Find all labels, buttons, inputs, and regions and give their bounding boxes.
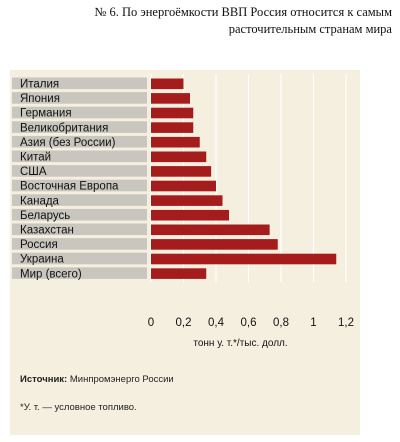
category-label: Канада [20, 195, 60, 207]
bar [151, 268, 207, 279]
bar [151, 151, 207, 163]
bar [151, 93, 190, 104]
bar [151, 136, 200, 148]
category-label: Япония [20, 93, 60, 105]
category-label: Германия [20, 108, 72, 120]
category-label-bg [12, 165, 147, 177]
category-label: Восточная Европа [20, 181, 119, 193]
category-label: Италия [20, 79, 59, 91]
chart-title-line-2: расточительным странам мира [228, 22, 392, 36]
source-note: Источник: Минпромэнерго России [20, 374, 340, 385]
category-label-bg [12, 223, 147, 236]
x-tick-label: 0,2 [176, 317, 192, 329]
category-label: Казахстан [20, 225, 74, 237]
category-label: Мир (всего) [20, 268, 82, 280]
x-axis-label: тонн у. т.*/тыс. долл. [193, 338, 287, 349]
category-label-bg [12, 194, 147, 206]
category-label-bg [12, 106, 147, 119]
category-label: Беларусь [20, 210, 70, 222]
bar [151, 122, 194, 133]
chart-title: № 6. По энергоёмкости ВВП Россия относит… [60, 4, 392, 38]
category-label-bg [12, 252, 147, 265]
category-label-bg [12, 121, 147, 133]
category-label: Великобритания [20, 122, 108, 134]
bar [151, 253, 337, 265]
source-value: Минпромэнерго России [67, 374, 174, 385]
footnote: *У. т. — условное топливо. [20, 402, 137, 413]
category-label-bg [12, 77, 147, 90]
bar [151, 78, 184, 90]
bar [151, 209, 229, 221]
bar [151, 239, 278, 250]
x-tick-label: 0,6 [241, 317, 257, 329]
category-label: Китай [20, 152, 51, 164]
x-tick-label: 0,8 [273, 317, 289, 329]
category-label-bg [12, 208, 147, 221]
category-label-bg [12, 135, 147, 148]
bar [151, 166, 212, 177]
bar [151, 195, 223, 206]
x-tick-label: 1,2 [338, 317, 354, 329]
category-label-bg [12, 267, 147, 279]
bar [151, 107, 194, 119]
category-label: Украина [20, 254, 64, 266]
category-label-bg [12, 238, 147, 250]
x-tick-label: 1 [310, 317, 316, 329]
x-tick-label: 0,4 [208, 317, 225, 329]
category-label-bg [12, 179, 147, 192]
category-label: США [20, 166, 47, 178]
bar [151, 224, 270, 236]
category-label: Россия [20, 239, 58, 251]
source-label: Источник: [20, 374, 68, 385]
bar [151, 180, 216, 192]
category-label-bg [12, 150, 147, 163]
x-tick-label: 0 [148, 317, 154, 329]
chart-title-line-1: № 6. По энергоёмкости ВВП Россия относит… [94, 5, 392, 19]
category-label: Азия (без России) [20, 137, 116, 149]
category-label-bg [12, 92, 147, 104]
